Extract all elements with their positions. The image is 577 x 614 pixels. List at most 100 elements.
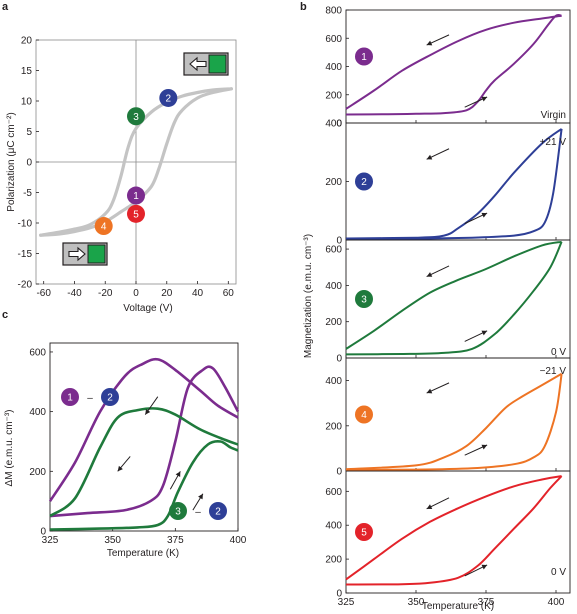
panel-b-sub5-cooling-line (345, 475, 562, 581)
panel-c-series-2 (49, 407, 239, 518)
panel-a-xlabel: Voltage (V) (123, 303, 172, 314)
panel-b-sub4-cooling-line (345, 372, 563, 471)
panel-a-xtick-label: -60 (36, 288, 51, 299)
panel-b-state-5-text: 5 (361, 528, 367, 539)
panel-c-ytick-label: 200 (29, 467, 46, 478)
panel-b-ytick-label: 600 (325, 34, 342, 45)
panel-b-state-3-circle (355, 290, 373, 308)
panel-c-arrow-4-head (198, 493, 203, 500)
panel-b-xtick-label: 325 (338, 597, 355, 608)
panel-a-state-2-text: 2 (166, 94, 172, 105)
panel-b-sub2-warming-arrow (464, 212, 488, 225)
panel-b-state-3-text: 3 (361, 295, 367, 306)
panel-c-diff-badge-2-circle (209, 502, 227, 520)
panel-a-ytick-label: 10 (21, 97, 33, 108)
panel-b-sub4-warming-line (345, 373, 563, 471)
panel-a-ytick-label: -15 (18, 249, 33, 260)
panel-b-ytick-label: 200 (325, 177, 342, 188)
panel-a-ytick-label: 5 (26, 127, 32, 138)
static-layer: a b c Voltage (V) Polarization (μC cm⁻²)… (2, 1, 494, 612)
panel-b-ytick-label: 400 (325, 119, 342, 130)
panel-c-arrow-1 (144, 396, 159, 415)
panel-b-state-4: 4 (355, 405, 373, 424)
panel-c-arrow-1-head (145, 409, 151, 415)
panel-b-sub3-warming-line (345, 241, 563, 356)
panel-c-diff-badge-3-circle (169, 502, 187, 520)
panel-letter-b: b (300, 1, 307, 13)
panel-b-ytick-label: 0 (336, 236, 342, 247)
panel-a-state-4-circle (94, 217, 113, 236)
panel-b-sub5-cooling-arrow-head (426, 504, 433, 509)
panel-a-state-3: 3 (127, 107, 145, 126)
panel-b-sub2-cooling-line (345, 128, 563, 240)
panel-b-ytick-label: 0 (336, 354, 342, 365)
panel-c-diff-badge-2: 2 (209, 502, 227, 520)
panel-a-xtick-label: -40 (67, 288, 82, 299)
panel-a-loop-upper-branch (39, 87, 233, 237)
panel-a-state-1-text: 1 (133, 191, 139, 202)
panel-b-ytick-label: 200 (325, 317, 342, 328)
panel-b-ytick-label: 600 (325, 487, 342, 498)
panel-b-ytick-label: 200 (325, 90, 342, 101)
panel-a-ytick-label: 0 (26, 158, 32, 169)
panel-b-sub1-warming-line (345, 13, 562, 116)
panel-c-diff-badge-2-circle (101, 388, 119, 406)
panel-a-ytick-label: -5 (23, 188, 32, 199)
panel-b-sub4-label: −21 V (540, 366, 567, 377)
panel-b-sub3-cooling-arrow (426, 265, 450, 278)
panel-b-state-5: 5 (355, 523, 373, 541)
panel-b-ytick-label: 400 (325, 281, 342, 292)
panel-c-series-0 (48, 357, 239, 502)
panel-a-xtick-label: 60 (223, 288, 235, 299)
panel-b-ytick-label: 0 (336, 589, 342, 600)
panel-a-state-5-text: 5 (133, 209, 139, 220)
panel-c-diff-sep: – (195, 507, 201, 518)
panel-a-state-3-circle (127, 107, 145, 126)
panel-c-ylabel: ΔM (e.m.u. cm⁻³) (4, 410, 15, 487)
panel-a-xtick-label: 20 (161, 288, 173, 299)
panel-c-xlabel: Temperature (K) (107, 548, 179, 559)
panel-c-arrow-3-head (175, 471, 181, 477)
panel-c-ytick-label: 600 (29, 347, 46, 358)
panel-a-ytick-label: -20 (18, 280, 33, 291)
panel-b-ytick-label: 0 (336, 119, 342, 130)
panel-b-state-3: 3 (355, 290, 373, 308)
panel-b-sub1-label: Virgin (541, 110, 566, 121)
panel-a-state-1: 1 (127, 186, 145, 205)
panel-b-sub5-frame (345, 470, 571, 594)
panel-b-sub2-warming-arrow-head (481, 212, 488, 218)
panel-b-sub5-warming-arrow (464, 564, 488, 577)
panel-c-frame (49, 342, 239, 532)
panel-c-diff-badge-2-text: 2 (215, 507, 221, 518)
state-box-right-icon-arrow-icon (68, 246, 86, 262)
panel-b-state-4-text: 4 (361, 410, 367, 421)
panel-b-state-1: 1 (355, 47, 373, 66)
panel-b-sub3-cooling-arrow-head (426, 272, 433, 277)
panel-b-xtick-label: 350 (408, 597, 425, 608)
panel-b-ytick-label: 400 (325, 62, 342, 73)
panel-b-sub4-frame (345, 357, 571, 472)
panel-c-diff-label-1-2: – (87, 393, 93, 404)
panel-b-xtick-label: 400 (548, 597, 565, 608)
panel-b-sub2-frame (345, 122, 571, 241)
panel-b-sub2-cooling-arrow-head (426, 154, 433, 160)
panel-c-xtick-label: 325 (42, 535, 59, 546)
panel-b-sub3-warming-arrow (464, 330, 488, 342)
state-box-right-icon (62, 242, 108, 266)
panel-b-xlabel: Temperature (K) (422, 601, 494, 612)
panel-b-ytick-label: 400 (325, 376, 342, 387)
panel-b-sub5-cooling-arrow (426, 497, 450, 510)
panel-b-xtick-label: 375 (478, 597, 495, 608)
panel-a-ytick-label: 20 (21, 36, 33, 47)
panel-b-sub4-warming-arrow (464, 444, 488, 456)
panel-b-sub3-label: 0 V (551, 347, 566, 358)
panel-b-sub1-cooling-line (345, 14, 562, 110)
panel-b-sub3-cooling-line (345, 240, 562, 350)
panel-b-ytick-label: 0 (336, 467, 342, 478)
panel-b-sub2-warming-line (345, 128, 563, 240)
panel-c-arrow-3 (169, 471, 181, 490)
panel-a-ytick-label: -10 (18, 219, 33, 230)
panel-b-state-4-circle (355, 405, 373, 424)
panel-c-series-3 (49, 439, 239, 531)
panel-b-ylabel: Magnetization (e.m.u. cm⁻³) (303, 234, 314, 358)
